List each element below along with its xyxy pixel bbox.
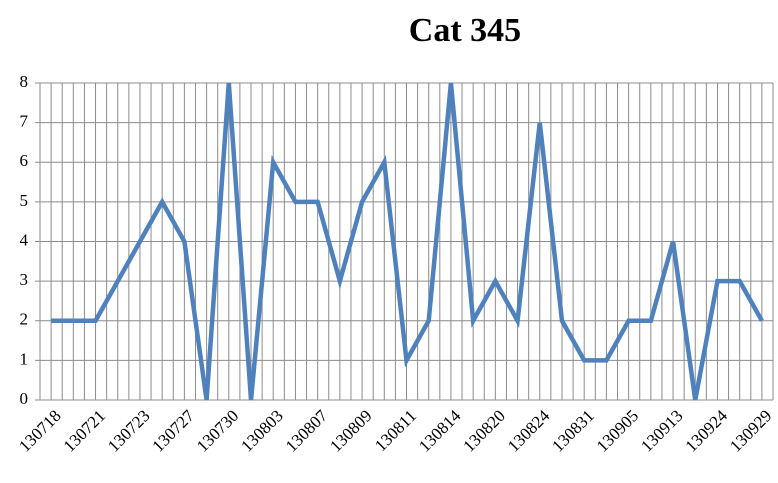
x-tick-label: 130721	[60, 406, 109, 455]
x-tick-label: 130803	[237, 406, 286, 455]
x-tick-label: 130824	[504, 406, 554, 456]
y-tick-label: 3	[20, 270, 29, 289]
y-tick-label: 1	[20, 349, 29, 368]
x-tick-label: 130718	[15, 406, 64, 455]
x-tick-label: 130730	[193, 406, 242, 455]
y-tick-label: 8	[20, 72, 29, 91]
y-tick-label: 7	[20, 112, 29, 131]
x-tick-label: 130905	[593, 406, 642, 455]
x-tick-label: 130814	[415, 406, 465, 456]
y-tick-label: 4	[20, 230, 29, 249]
chart-title: Cat 345	[409, 12, 521, 49]
y-tick-label: 2	[20, 310, 29, 329]
x-tick-label: 130913	[637, 406, 686, 455]
y-tick-label: 0	[20, 389, 29, 408]
y-tick-label: 6	[20, 151, 29, 170]
x-tick-label: 130809	[326, 406, 375, 455]
x-tick-label: 130727	[148, 406, 198, 456]
x-tick-label: 130929	[726, 406, 775, 455]
line-series	[51, 82, 764, 401]
x-tick-label: 130924	[682, 406, 732, 456]
x-tick-label: 130831	[548, 406, 597, 455]
x-tick-label: 130820	[459, 406, 508, 455]
x-tick-label: 130807	[282, 406, 332, 456]
x-tick-label: 130723	[104, 406, 153, 455]
x-tick-label: 130811	[371, 406, 420, 455]
y-tick-label: 5	[20, 191, 29, 210]
